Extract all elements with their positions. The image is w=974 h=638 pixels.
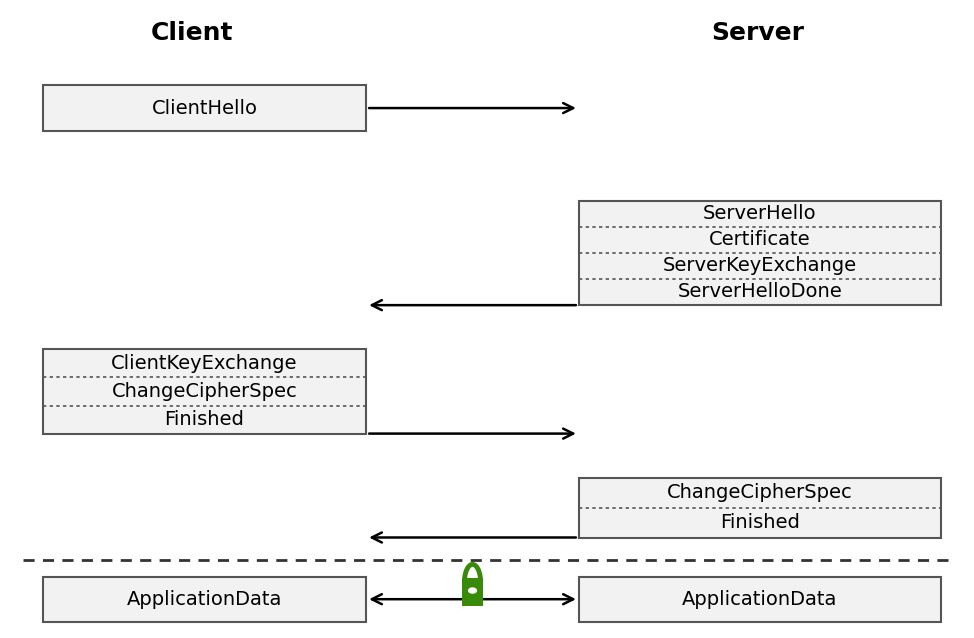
- Text: Finished: Finished: [720, 514, 800, 532]
- Text: ChangeCipherSpec: ChangeCipherSpec: [667, 484, 852, 503]
- Text: ServerHelloDone: ServerHelloDone: [678, 283, 843, 301]
- Bar: [43, 577, 366, 622]
- Bar: [43, 349, 366, 434]
- Text: ClientKeyExchange: ClientKeyExchange: [111, 353, 298, 373]
- Text: Client: Client: [151, 20, 234, 45]
- Text: ChangeCipherSpec: ChangeCipherSpec: [112, 382, 297, 401]
- Bar: [579, 201, 941, 305]
- Text: ApplicationData: ApplicationData: [127, 590, 282, 609]
- Bar: [579, 478, 941, 538]
- Bar: [579, 577, 941, 622]
- Text: ServerHello: ServerHello: [703, 204, 816, 223]
- Bar: [43, 85, 366, 131]
- Circle shape: [468, 588, 476, 593]
- Bar: [462, 578, 483, 606]
- Text: Finished: Finished: [165, 410, 244, 429]
- Text: ServerKeyExchange: ServerKeyExchange: [662, 256, 857, 276]
- Text: ApplicationData: ApplicationData: [682, 590, 838, 609]
- Text: Server: Server: [711, 20, 804, 45]
- Text: ClientHello: ClientHello: [152, 98, 257, 117]
- Text: Certificate: Certificate: [709, 230, 810, 249]
